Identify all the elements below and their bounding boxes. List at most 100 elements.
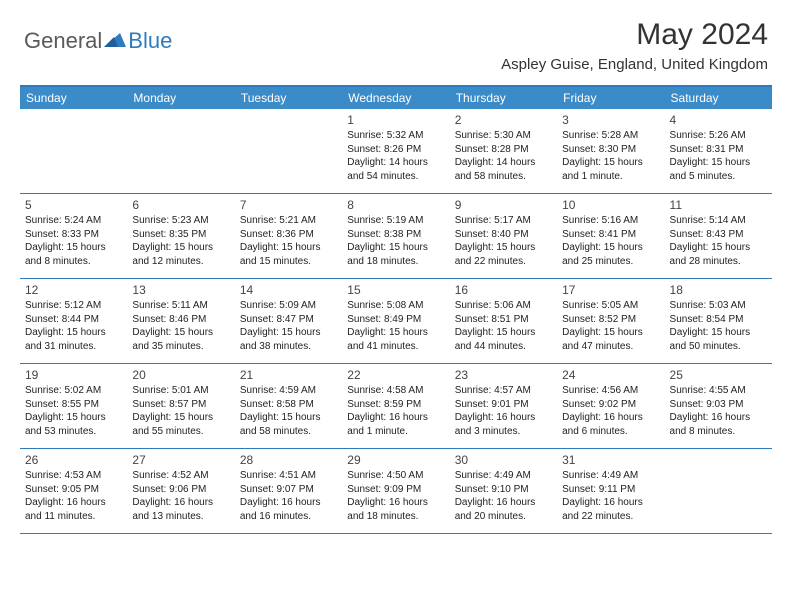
day-number: 16 [455,282,552,298]
day-info-line: and 12 minutes. [132,255,229,269]
day-info-line: Sunset: 9:01 PM [455,398,552,412]
day-cell: 28Sunrise: 4:51 AMSunset: 9:07 PMDayligh… [235,449,342,533]
day-cell: 6Sunrise: 5:23 AMSunset: 8:35 PMDaylight… [127,194,234,278]
day-cell: 27Sunrise: 4:52 AMSunset: 9:06 PMDayligh… [127,449,234,533]
day-info-line: Sunrise: 5:26 AM [670,129,767,143]
day-cell: 13Sunrise: 5:11 AMSunset: 8:46 PMDayligh… [127,279,234,363]
day-info-line: Sunrise: 4:56 AM [562,384,659,398]
day-info-line: Daylight: 15 hours [132,241,229,255]
day-info-line: Sunset: 9:11 PM [562,483,659,497]
day-info-line: Daylight: 15 hours [347,241,444,255]
day-number: 6 [132,197,229,213]
day-info-line: Sunset: 8:33 PM [25,228,122,242]
day-info-line: Sunrise: 4:52 AM [132,469,229,483]
day-info-line: and 8 minutes. [670,425,767,439]
day-cell: 17Sunrise: 5:05 AMSunset: 8:52 PMDayligh… [557,279,664,363]
day-number: 23 [455,367,552,383]
day-info-line: Sunset: 8:31 PM [670,143,767,157]
day-info-line: Sunrise: 4:59 AM [240,384,337,398]
day-number: 5 [25,197,122,213]
day-cell: 23Sunrise: 4:57 AMSunset: 9:01 PMDayligh… [450,364,557,448]
day-info-line: and 47 minutes. [562,340,659,354]
day-info-line: Daylight: 16 hours [562,496,659,510]
day-cell: 21Sunrise: 4:59 AMSunset: 8:58 PMDayligh… [235,364,342,448]
day-info-line: Sunset: 8:49 PM [347,313,444,327]
weekday-header: Tuesday [235,87,342,109]
day-info-line: Sunrise: 5:23 AM [132,214,229,228]
day-info-line: Sunrise: 5:32 AM [347,129,444,143]
weekday-header: Friday [557,87,664,109]
day-info-line: Sunset: 9:07 PM [240,483,337,497]
day-number: 20 [132,367,229,383]
logo-text-general: General [24,28,102,54]
day-info-line: Daylight: 15 hours [240,326,337,340]
day-info-line: and 8 minutes. [25,255,122,269]
day-number: 8 [347,197,444,213]
day-info-line: Sunrise: 5:03 AM [670,299,767,313]
day-cell: 10Sunrise: 5:16 AMSunset: 8:41 PMDayligh… [557,194,664,278]
day-info-line: Daylight: 15 hours [670,156,767,170]
day-info-line: Sunrise: 5:12 AM [25,299,122,313]
day-number: 15 [347,282,444,298]
day-info-line: Sunrise: 5:17 AM [455,214,552,228]
day-info-line: Sunset: 8:41 PM [562,228,659,242]
weekday-header: Wednesday [342,87,449,109]
day-info-line: Daylight: 16 hours [347,411,444,425]
logo-triangle-icon [104,31,126,52]
day-info-line: Sunrise: 5:16 AM [562,214,659,228]
day-info-line: and 18 minutes. [347,255,444,269]
day-cell: 25Sunrise: 4:55 AMSunset: 9:03 PMDayligh… [665,364,772,448]
day-info-line: and 13 minutes. [132,510,229,524]
day-cell: 5Sunrise: 5:24 AMSunset: 8:33 PMDaylight… [20,194,127,278]
day-info-line: Daylight: 16 hours [240,496,337,510]
day-cell: 18Sunrise: 5:03 AMSunset: 8:54 PMDayligh… [665,279,772,363]
weekday-header: Monday [127,87,234,109]
day-info-line: and 6 minutes. [562,425,659,439]
day-info-line: Sunrise: 5:28 AM [562,129,659,143]
day-info-line: Sunset: 8:57 PM [132,398,229,412]
day-cell: 26Sunrise: 4:53 AMSunset: 9:05 PMDayligh… [20,449,127,533]
day-info-line: Sunrise: 5:02 AM [25,384,122,398]
day-info-line: Daylight: 15 hours [562,326,659,340]
day-info-line: Sunrise: 5:01 AM [132,384,229,398]
day-number: 9 [455,197,552,213]
day-info-line: Sunrise: 4:53 AM [25,469,122,483]
day-info-line: and 20 minutes. [455,510,552,524]
day-cell: 2Sunrise: 5:30 AMSunset: 8:28 PMDaylight… [450,109,557,193]
day-info-line: Sunrise: 5:14 AM [670,214,767,228]
day-info-line: Sunrise: 4:57 AM [455,384,552,398]
day-info-line: Sunrise: 5:09 AM [240,299,337,313]
weekday-header: Sunday [20,87,127,109]
day-info-line: Daylight: 15 hours [25,411,122,425]
day-info-line: Sunrise: 4:58 AM [347,384,444,398]
day-number: 30 [455,452,552,468]
day-number: 12 [25,282,122,298]
day-number: 4 [670,112,767,128]
day-info-line: and 58 minutes. [455,170,552,184]
day-info-line: Sunset: 8:54 PM [670,313,767,327]
location-text: Aspley Guise, England, United Kingdom [501,56,768,73]
day-info-line: Sunset: 8:51 PM [455,313,552,327]
day-cell: 3Sunrise: 5:28 AMSunset: 8:30 PMDaylight… [557,109,664,193]
day-info-line: Sunset: 9:05 PM [25,483,122,497]
day-number: 26 [25,452,122,468]
day-info-line: Daylight: 15 hours [240,411,337,425]
day-info-line: Daylight: 15 hours [240,241,337,255]
day-info-line: Sunset: 8:47 PM [240,313,337,327]
day-cell: 1Sunrise: 5:32 AMSunset: 8:26 PMDaylight… [342,109,449,193]
day-info-line: Sunset: 8:52 PM [562,313,659,327]
day-info-line: Sunset: 9:09 PM [347,483,444,497]
day-cell: 31Sunrise: 4:49 AMSunset: 9:11 PMDayligh… [557,449,664,533]
day-info-line: Sunrise: 4:49 AM [455,469,552,483]
day-info-line: and 58 minutes. [240,425,337,439]
day-info-line: Sunset: 8:43 PM [670,228,767,242]
day-number: 21 [240,367,337,383]
day-info-line: Sunrise: 5:11 AM [132,299,229,313]
day-info-line: Sunset: 8:40 PM [455,228,552,242]
day-cell: 16Sunrise: 5:06 AMSunset: 8:51 PMDayligh… [450,279,557,363]
weekday-header: Thursday [450,87,557,109]
day-number: 1 [347,112,444,128]
day-number: 25 [670,367,767,383]
day-info-line: and 11 minutes. [25,510,122,524]
day-info-line: Daylight: 16 hours [455,496,552,510]
